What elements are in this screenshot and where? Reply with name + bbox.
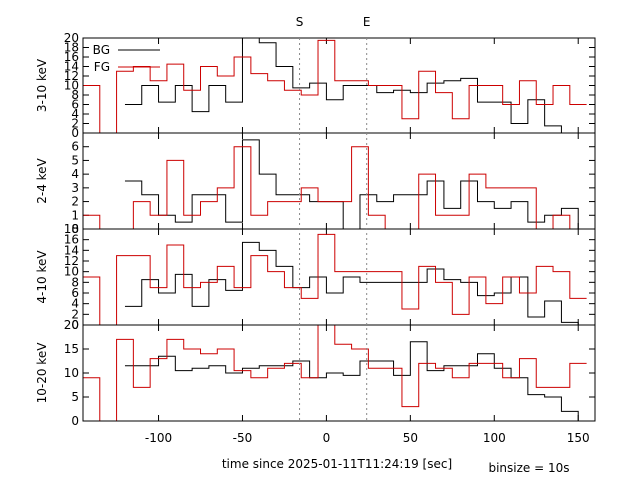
x-tick-label: 50 <box>403 431 418 445</box>
marker-label-s: S <box>296 15 304 29</box>
y-tick-label: 10 <box>64 366 79 380</box>
y-tick-label: 14 <box>64 243 79 257</box>
legend-label-fg: FG <box>94 60 110 74</box>
panel-3: 0 5 10 15 20 10-20 keV <box>35 318 596 428</box>
series-bg <box>124 341 595 421</box>
legend: BG FG <box>93 43 160 74</box>
y-tick-label: 10 <box>64 79 79 93</box>
panel-frame <box>82 132 596 230</box>
y-tick-label: 15 <box>64 342 79 356</box>
series-bg <box>124 38 595 133</box>
y-tick-label: 18 <box>64 41 79 55</box>
y-tick-label: 14 <box>64 60 79 74</box>
marker-label-e: E <box>363 15 371 29</box>
y-tick-label: 0 <box>71 222 79 236</box>
y-tick-label: 16 <box>64 50 79 64</box>
panel-frame <box>82 324 596 422</box>
y-tick-label: 12 <box>64 69 79 83</box>
y-tick-label: 0 <box>71 318 79 332</box>
x-tick-label: 100 <box>483 431 506 445</box>
y-axis-label: 2-4 keV <box>35 157 49 203</box>
y-tick-label: 10 <box>64 265 79 279</box>
x-axis: -100 -50 0 50 100 150 <box>145 431 590 445</box>
y-tick-label: 4 <box>71 167 79 181</box>
y-tick-label: 0 <box>71 414 79 428</box>
series-fg <box>83 39 587 133</box>
y-tick-label: 18 <box>64 222 79 236</box>
series-fg <box>83 325 587 421</box>
x-tick-label: 0 <box>323 431 331 445</box>
y-tick-label: 12 <box>64 254 79 268</box>
y-tick-label: 2 <box>71 195 79 209</box>
y-tick-label: 2 <box>71 117 79 131</box>
y-tick-label: 1 <box>71 208 79 222</box>
y-tick-label: 5 <box>71 390 79 404</box>
y-axis-label: 10-20 keV <box>35 342 49 404</box>
y-tick-label: 20 <box>64 318 79 332</box>
y-tick-label: 3 <box>71 181 79 195</box>
y-axis-label: 4-10 keV <box>35 250 49 304</box>
y-tick-label: 5 <box>71 153 79 167</box>
y-tick-label: 8 <box>71 275 79 289</box>
y-tick-label: 0 <box>71 126 79 140</box>
y-tick-label: 16 <box>64 233 79 247</box>
x-axis-label: time since 2025-01-11T11:24:19 [sec] <box>222 457 452 471</box>
y-tick-label: 4 <box>71 107 79 121</box>
panel-frame <box>82 37 596 134</box>
x-tick-label: -50 <box>233 431 253 445</box>
y-tick-label: 4 <box>71 297 79 311</box>
y-tick-label: 2 <box>71 307 79 321</box>
y-tick-label: 6 <box>71 286 79 300</box>
series-fg <box>83 146 587 229</box>
binsize-note: binsize = 10s <box>488 461 569 475</box>
series-fg <box>83 233 587 325</box>
y-tick-label: 6 <box>71 98 79 112</box>
legend-label-bg: BG <box>93 43 110 57</box>
y-tick-label: 20 <box>64 31 79 45</box>
y-axis-label: 3-10 keV <box>35 58 49 112</box>
x-tick-label: 150 <box>567 431 590 445</box>
y-tick-label: 8 <box>71 88 79 102</box>
y-tick-label: 6 <box>71 140 79 154</box>
x-tick-label: -100 <box>145 431 172 445</box>
series-bg <box>124 241 595 325</box>
